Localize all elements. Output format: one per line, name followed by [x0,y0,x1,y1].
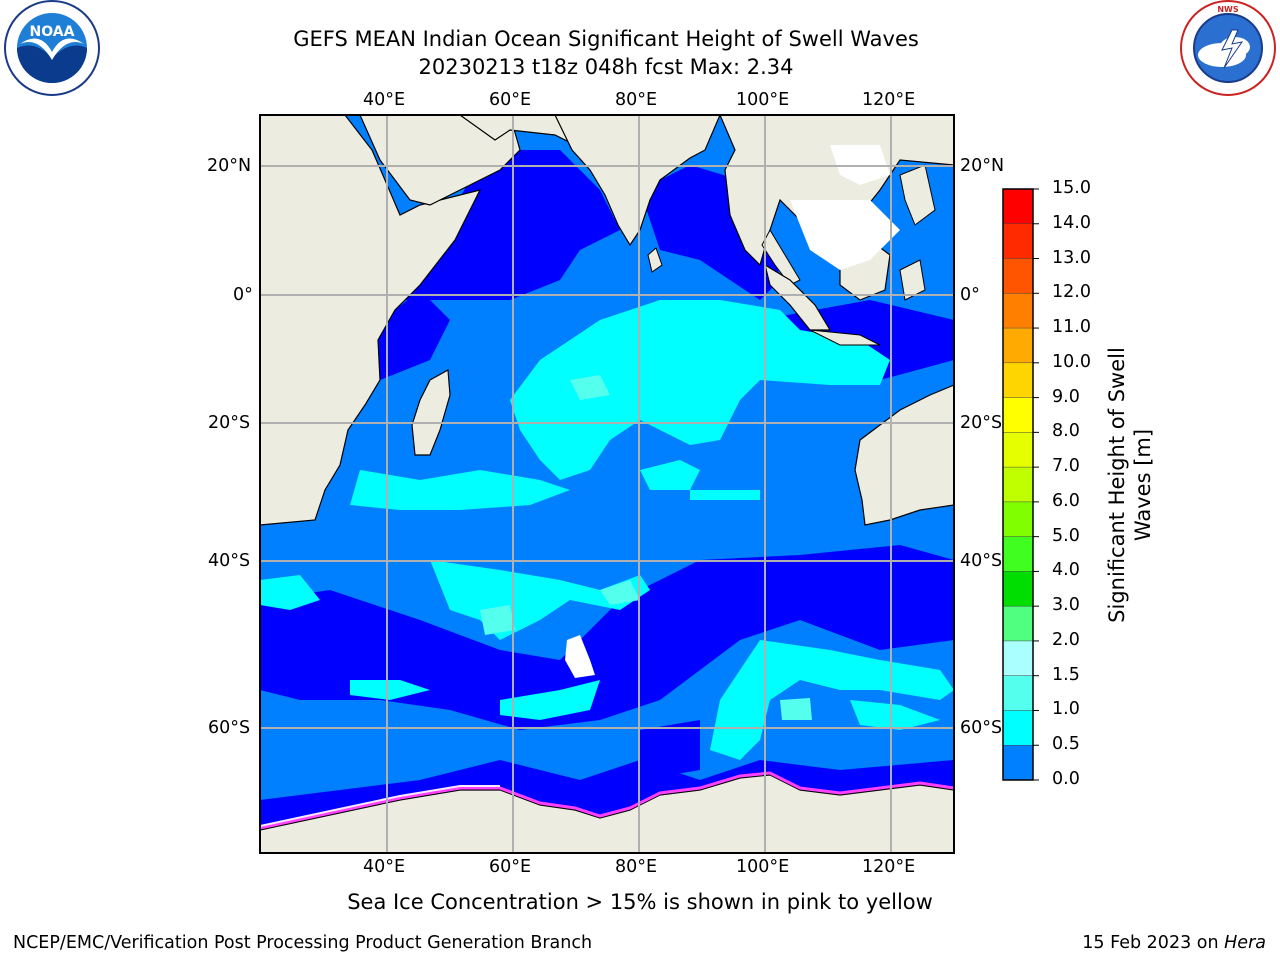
lon-label-top: 120°E [862,90,916,110]
colorbar-tick-label: 6.0 [1052,490,1080,511]
colorbar-tick-label: 1.5 [1052,664,1080,685]
lat-label-left: 20°N [207,156,252,176]
colorbar-segment [1003,675,1033,711]
sea-ice-note: Sea Ice Concentration > 15% is shown in … [347,890,933,914]
colorbar-segment [1003,328,1033,364]
lon-label-bottom: 80°E [615,857,658,877]
colorbar-segment [1003,189,1033,225]
lon-label-top: 60°E [489,90,532,110]
colorbar-segment [1003,640,1033,677]
colorbar-tick-label: 0.5 [1052,734,1080,755]
colorbar-segment [1003,397,1033,433]
colorbar-tick-label: 9.0 [1052,386,1080,407]
map-frame [259,114,955,854]
date-value: 15 Feb 2023 on [1082,933,1225,953]
lon-label-bottom: 60°E [489,857,532,877]
lon-label-bottom: 120°E [862,857,916,877]
lat-label-right: 0° [960,285,980,305]
nws-logo: NWS [1180,0,1276,96]
lat-label-right: 60°S [960,718,1003,738]
lon-label-bottom: 40°E [363,857,406,877]
colorbar-tick-label: 13.0 [1052,247,1091,268]
colorbar-tick-label: 11.0 [1052,317,1091,338]
lat-label-left: 0° [233,285,253,305]
colorbar-segment [1003,467,1033,503]
colorbar-tick-label: 4.0 [1052,560,1080,581]
map-subtitle: 20230213 t18z 048h fcst Max: 2.34 [418,55,794,79]
svg-text:NWS: NWS [1217,5,1239,14]
map-title: GEFS MEAN Indian Ocean Significant Heigh… [293,27,919,51]
date-text: 15 Feb 2023 on Hera [1082,933,1266,953]
colorbar [1002,188,1039,781]
colorbar-segment [1003,536,1033,572]
graticule [260,115,954,853]
colorbar-segment [1003,362,1033,399]
colorbar-tick-label: 7.0 [1052,456,1080,477]
colorbar-segment [1003,223,1033,260]
lon-label-top: 80°E [615,90,658,110]
host-name: Hera [1224,933,1266,953]
colorbar-tick-label: 1.0 [1052,699,1080,720]
lat-label-right: 20°N [960,156,1005,176]
colorbar-segment [1003,710,1033,746]
lon-label-bottom: 100°E [736,857,790,877]
lat-label-left: 60°S [208,718,251,738]
colorbar-tick-label: 15.0 [1052,178,1091,198]
lon-label-top: 100°E [736,90,790,110]
colorbar-segment [1003,745,1033,781]
colorbar-segment [1003,501,1033,538]
lat-label-left: 40°S [208,551,251,571]
colorbar-tick-label: 14.0 [1052,212,1091,233]
colorbar-segment [1003,571,1033,607]
colorbar-segment [1003,293,1033,329]
colorbar-tick-label: 3.0 [1052,595,1080,616]
colorbar-tick-label: 12.0 [1052,282,1091,303]
colorbar-title: Significant Height of Swell Waves [m] [1105,347,1155,623]
colorbar-tick-label: 10.0 [1052,351,1091,372]
colorbar-segment [1003,606,1033,642]
lat-label-right: 20°S [960,413,1003,433]
noaa-logo: NOAA [4,0,100,96]
lon-label-top: 40°E [363,90,406,110]
credit-text: NCEP/EMC/Verification Post Processing Pr… [13,933,593,953]
colorbar-frame [1002,188,1034,781]
lat-label-left: 20°S [208,413,251,433]
map-area [260,115,954,853]
colorbar-tick-label: 0.0 [1052,769,1080,789]
colorbar-tick-label: 5.0 [1052,525,1080,546]
colorbar-tick-label: 8.0 [1052,421,1080,442]
colorbar-tick-label: 2.0 [1052,629,1080,650]
noaa-logo-text: NOAA [30,24,75,40]
colorbar-segment [1003,432,1033,468]
colorbar-segment [1003,258,1033,294]
lat-label-right: 40°S [960,551,1003,571]
